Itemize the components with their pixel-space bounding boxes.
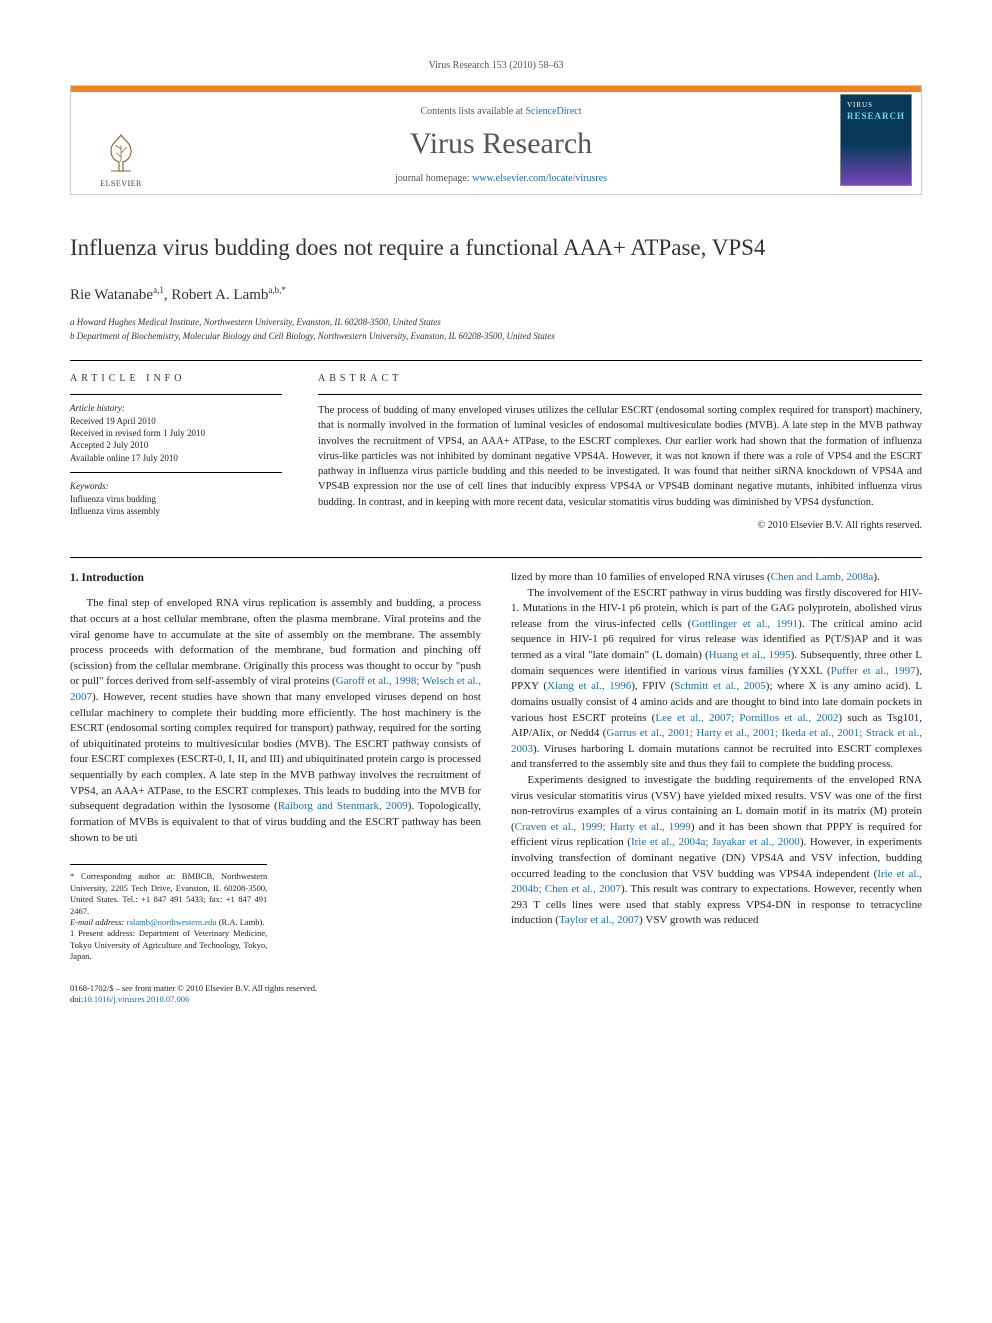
bottom-bar: 0168-1702/$ – see front matter © 2010 El… — [70, 983, 922, 1005]
running-head: Virus Research 153 (2010) 58–63 — [70, 60, 922, 71]
body-paragraph-2: lized by more than 10 families of envelo… — [511, 570, 922, 586]
present-address-note: 1 Present address: Department of Veterin… — [70, 928, 267, 962]
p4e: ) VSV growth was reduced — [639, 914, 758, 926]
body-paragraph-4: Experiments designed to investigate the … — [511, 773, 922, 929]
email-link[interactable]: ralamb@northwestern.edu — [126, 917, 216, 927]
front-matter-line: 0168-1702/$ – see front matter © 2010 El… — [70, 983, 922, 994]
affiliation-b: b Department of Biochemistry, Molecular … — [70, 330, 922, 343]
section-number: 1. — [70, 572, 79, 584]
keyword-1: Influenza virus budding — [70, 493, 282, 505]
cover-label-2: RESEARCH — [847, 111, 905, 121]
email-line: E-mail address: ralamb@northwestern.edu … — [70, 917, 267, 928]
history-accepted: Accepted 2 July 2010 — [70, 439, 282, 451]
citation-schmitt[interactable]: Schmitt et al., 2005 — [674, 680, 766, 692]
journal-cover-thumbnail: VIRUS RESEARCH — [840, 94, 912, 186]
citation-craven-harty[interactable]: Craven et al., 1999; Harty et al., 1999 — [515, 821, 691, 833]
homepage-line: journal homepage: www.elsevier.com/locat… — [395, 173, 607, 184]
history-revised: Received in revised form 1 July 2010 — [70, 427, 282, 439]
citation-xiang[interactable]: Xiang et al., 1996 — [547, 680, 631, 692]
article-info-column: ARTICLE INFO Article history: Received 1… — [70, 373, 282, 533]
citation-irie-jayakar[interactable]: Irie et al., 2004a; Jayakar et al., 2000 — [631, 836, 800, 848]
divider-top — [70, 360, 922, 361]
divider-bottom — [70, 557, 922, 558]
publisher-label: ELSEVIER — [100, 179, 142, 188]
homepage-prefix: journal homepage: — [395, 173, 472, 184]
citation-chen-lamb[interactable]: Chen and Lamb, 2008a — [771, 571, 874, 583]
history-received: Received 19 April 2010 — [70, 415, 282, 427]
p1b: ). However, recent studies have shown th… — [70, 691, 481, 812]
keywords-heading: Keywords: — [70, 481, 282, 491]
keywords-block: Keywords: Influenza virus budding Influe… — [70, 481, 282, 525]
homepage-link[interactable]: www.elsevier.com/locate/virusres — [472, 173, 607, 184]
history-heading: Article history: — [70, 403, 282, 413]
journal-name: Virus Research — [410, 127, 592, 161]
article-history-block: Article history: Received 19 April 2010 … — [70, 403, 282, 473]
cover-thumb-wrap: VIRUS RESEARCH — [831, 86, 921, 194]
p2a: lized by more than 10 families of envelo… — [511, 571, 771, 583]
p3h: ). Viruses harboring L domain mutations … — [511, 743, 922, 771]
elsevier-tree-icon — [97, 129, 145, 177]
affiliations: a Howard Hughes Medical Institute, North… — [70, 316, 922, 342]
banner-center: Contents lists available at ScienceDirec… — [171, 86, 831, 194]
email-suffix: (R.A. Lamb). — [217, 917, 265, 927]
sciencedirect-link[interactable]: ScienceDirect — [525, 106, 581, 117]
abstract-label: ABSTRACT — [318, 373, 922, 384]
contents-prefix: Contents lists available at — [420, 106, 525, 117]
abstract-copyright: © 2010 Elsevier B.V. All rights reserved… — [318, 520, 922, 531]
doi-prefix: doi: — [70, 994, 83, 1004]
citation-raiborg[interactable]: Raiborg and Stenmark, 2009 — [278, 800, 408, 812]
cover-label-1: VIRUS — [847, 101, 873, 109]
contents-line: Contents lists available at ScienceDirec… — [420, 106, 581, 117]
body-paragraph-1: The final step of enveloped RNA virus re… — [70, 596, 481, 846]
citation-puffer[interactable]: Puffer et al., 1997 — [831, 665, 916, 677]
corresponding-author-note: * Corresponding author at: BMBCB, Northw… — [70, 871, 267, 917]
citation-huang[interactable]: Huang et al., 1995 — [709, 649, 791, 661]
body-columns: 1. Introduction The final step of envelo… — [70, 570, 922, 963]
keyword-2: Influenza virus assembly — [70, 505, 282, 517]
email-label: E-mail address: — [70, 917, 126, 927]
authors: Rie Watanabea,1, Robert A. Lamba,b,* — [70, 285, 922, 304]
publisher-block: ELSEVIER — [71, 86, 171, 194]
citation-lee-pornillos[interactable]: Lee et al., 2007; Pornillos et al., 2002 — [655, 712, 838, 724]
info-divider — [70, 394, 282, 395]
banner-accent-bar — [71, 86, 921, 92]
abstract-column: ABSTRACT The process of budding of many … — [318, 373, 922, 533]
p3e: ), FPIV ( — [631, 680, 674, 692]
journal-banner: ELSEVIER Contents lists available at Sci… — [70, 85, 922, 195]
doi-line: doi:10.1016/j.virusres.2010.07.006 — [70, 994, 922, 1005]
body-paragraph-3: The involvement of the ESCRT pathway in … — [511, 586, 922, 773]
affiliation-a: a Howard Hughes Medical Institute, North… — [70, 316, 922, 329]
abstract-divider — [318, 394, 922, 395]
citation-taylor[interactable]: Taylor et al., 2007 — [559, 914, 639, 926]
doi-link[interactable]: 10.1016/j.virusres.2010.07.006 — [83, 994, 189, 1004]
article-info-label: ARTICLE INFO — [70, 373, 282, 384]
article-title: Influenza virus budding does not require… — [70, 235, 922, 261]
footnotes: * Corresponding author at: BMBCB, Northw… — [70, 864, 267, 963]
citation-gottlinger[interactable]: Gottlinger et al., 1991 — [691, 618, 798, 630]
section-heading-intro: 1. Introduction — [70, 570, 481, 586]
history-online: Available online 17 July 2010 — [70, 452, 282, 464]
section-title: Introduction — [82, 572, 144, 584]
p2b: ). — [873, 571, 879, 583]
p1a: The final step of enveloped RNA virus re… — [70, 597, 481, 687]
abstract-text: The process of budding of many enveloped… — [318, 403, 922, 510]
